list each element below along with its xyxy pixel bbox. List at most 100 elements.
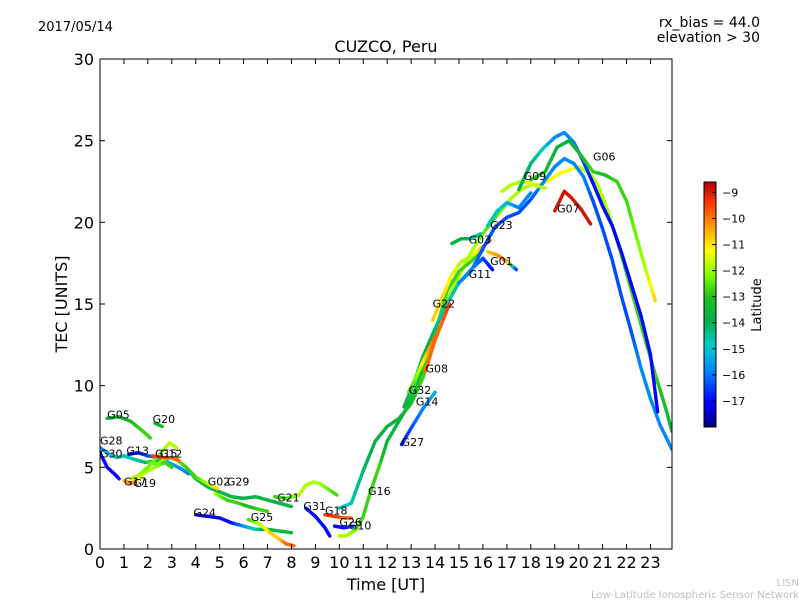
x-axis-ticks: 0 1 2 3 4 5 6 7 8 9 10 11 12 13 14 15 16 17 18 19 20 21 22 23	[95, 59, 661, 572]
series-g04-segment	[651, 293, 657, 303]
x-tick-label: 17	[497, 553, 517, 572]
x-tick-label: 7	[262, 553, 272, 572]
series-g31	[304, 506, 332, 538]
colorbar-tick-label: −13	[722, 291, 745, 304]
series-g15-segment	[176, 458, 181, 463]
series-g26	[332, 524, 356, 530]
satellite-label-g01: G01	[490, 255, 513, 268]
series-g12-segment	[185, 471, 191, 476]
x-tick-label: 14	[425, 553, 445, 572]
y-tick-label: 10	[74, 377, 94, 396]
colorbar-tick-label: −14	[722, 317, 745, 330]
colorbar-ticks: −9 −10 −11 −12 −13 −14 −15 −16 −17	[712, 186, 745, 408]
satellite-label-g32: G32	[409, 384, 432, 397]
colorbar-tick-label: −10	[722, 212, 745, 225]
series-g11	[457, 156, 672, 452]
x-tick-label: 12	[377, 553, 397, 572]
satellite-label-g22: G22	[433, 297, 456, 310]
x-tick-label: 16	[473, 553, 493, 572]
x-tick-label: 10	[329, 553, 349, 572]
x-tick-label: 5	[215, 553, 225, 572]
series-g06-segment	[654, 400, 660, 414]
satellite-label-g28: G28	[100, 434, 123, 447]
series-g14-segment	[489, 266, 495, 272]
data-layer	[100, 130, 672, 548]
series-g28-segment	[287, 504, 294, 509]
x-axis-label: Time [UT]	[346, 575, 425, 594]
satellite-label-g10: G10	[349, 519, 372, 532]
satellite-label-g20: G20	[153, 413, 176, 426]
series-g29	[213, 491, 270, 514]
series-g07	[553, 189, 593, 226]
series-g17	[122, 460, 174, 486]
series-g27-segment	[431, 390, 437, 397]
series-g21	[273, 480, 339, 501]
y-axis-label: TEC [UNITS]	[52, 256, 71, 354]
series-g20	[153, 421, 164, 429]
x-tick-label: 20	[568, 553, 588, 572]
plot-frame	[99, 58, 673, 550]
satellite-label-g02: G02	[208, 475, 231, 488]
satellite-label-g25: G25	[251, 511, 274, 524]
date-label: 2017/05/14	[38, 20, 113, 35]
satellite-label-g09: G09	[524, 170, 547, 183]
x-tick-label: 22	[616, 553, 636, 572]
series-g08-segment	[446, 302, 452, 309]
colorbar	[703, 181, 717, 428]
series-g01-segment	[513, 266, 519, 272]
footer-network: Low-Latitude Ionospheric Sensor Network	[591, 590, 799, 600]
satellite-label-g07: G07	[557, 203, 580, 216]
satellite-label-g06: G06	[593, 150, 616, 163]
series-g04	[529, 138, 657, 303]
x-tick-label: 19	[545, 553, 565, 572]
y-tick-label: 20	[74, 213, 94, 232]
chart-title: CUZCO, Peru	[334, 37, 437, 56]
series-g05-segment	[147, 435, 152, 440]
satellite-label-g13: G13	[126, 444, 149, 457]
x-tick-label: 0	[95, 553, 105, 572]
satellite-label-g21: G21	[277, 492, 300, 505]
satellite-label-g14: G14	[416, 395, 439, 408]
y-tick-label: 5	[84, 458, 94, 477]
elevation-label: elevation > 30	[657, 30, 760, 46]
series-g03	[450, 232, 483, 246]
series-g23	[486, 191, 533, 228]
series-g27	[399, 390, 437, 447]
series-g09	[500, 179, 547, 194]
satellite-label-g29: G29	[227, 475, 250, 488]
series-g15	[150, 454, 181, 463]
series-g07-segment	[587, 219, 593, 226]
x-tick-label: 8	[286, 553, 296, 572]
series-g08	[423, 302, 452, 373]
satellite-label-g18: G18	[325, 505, 348, 518]
rx-bias-label: rx_bias = 44.0	[659, 15, 760, 31]
x-tick-label: 2	[143, 553, 153, 572]
series-g19-segment	[173, 445, 179, 450]
y-tick-label: 15	[74, 295, 94, 314]
series-g18	[323, 513, 353, 520]
x-tick-label: 11	[353, 553, 373, 572]
y-tick-label: 25	[74, 132, 94, 151]
x-tick-label: 23	[640, 553, 660, 572]
satellite-label-g24: G24	[193, 506, 216, 519]
satellite-label-g23: G23	[490, 219, 513, 232]
colorbar-tick-label: −9	[722, 186, 738, 199]
satellite-label-g31: G31	[303, 500, 326, 513]
x-tick-label: 21	[592, 553, 612, 572]
series-g32	[407, 334, 437, 394]
colorbar-tick-label: −11	[722, 239, 745, 252]
series-g03-segment	[477, 232, 483, 237]
satellite-label-g11: G11	[469, 268, 492, 281]
series-g30	[100, 450, 121, 481]
series-g30-segment	[116, 476, 121, 481]
series-g17-segment	[168, 464, 174, 470]
series-g23-segment	[527, 191, 533, 198]
x-tick-label: 18	[521, 553, 541, 572]
x-tick-label: 6	[239, 553, 249, 572]
satellite-label-g12: G12	[160, 448, 183, 461]
series-g25	[246, 517, 296, 548]
y-axis-ticks: 0 5 10 15 20 25 30	[74, 50, 672, 559]
colorbar-tick-label: −12	[722, 265, 745, 278]
